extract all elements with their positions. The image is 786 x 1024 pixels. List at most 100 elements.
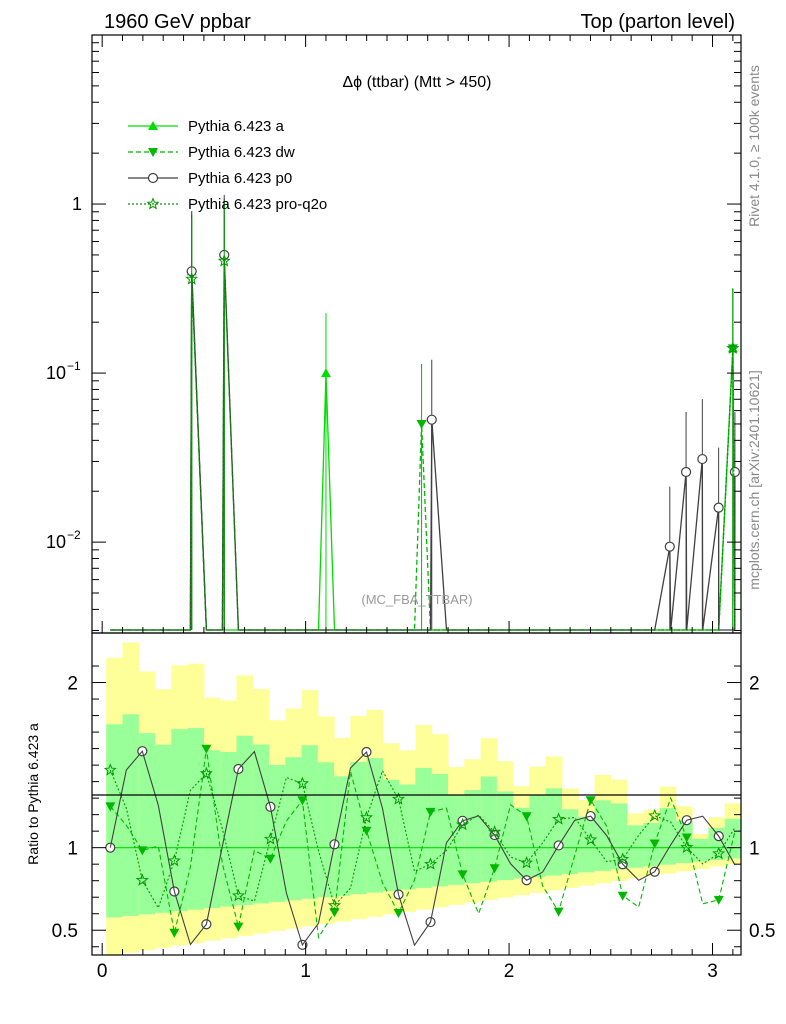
green-band-bin: [692, 838, 709, 862]
green-band-bin: [220, 751, 237, 907]
green-band-bin: [301, 745, 319, 899]
mcplots-label: mcplots.cern.ch [arXiv:2401.10621]: [746, 370, 762, 589]
main-y-tick-label: 1: [72, 194, 82, 214]
marker-star: [263, 832, 278, 845]
green-band-bin: [122, 714, 140, 916]
marker-star: [103, 763, 117, 776]
marker-triangle-down: [148, 148, 158, 157]
green-band-bin: [610, 803, 628, 870]
main-y-tick-exponent: −1: [67, 359, 81, 373]
green-band-bin: [545, 788, 563, 876]
legend-label: Pythia 6.423 p0: [188, 170, 292, 187]
marker-star: [616, 852, 630, 865]
green-band-bin: [155, 744, 172, 913]
green-band-bin: [285, 757, 303, 901]
ratio-y-axis-label: Ratio to Pythia 6.423 a: [25, 723, 41, 865]
ratio-panel-series: [103, 744, 736, 950]
main-y-tick-exponent: −2: [67, 528, 81, 542]
green-band-bin: [187, 728, 205, 910]
marker-star: [712, 846, 726, 860]
x-tick-label: 1: [300, 961, 311, 982]
main-panel-series: [110, 194, 740, 631]
ratio-y-tick-label-right: 0.5: [749, 921, 775, 942]
green-band-bin: [431, 773, 449, 887]
marker-circle: [713, 502, 724, 513]
ratio-panel-frame: [91, 632, 742, 956]
ratio-y-tick-label-right: 2: [749, 674, 760, 695]
x-tick-label: 3: [707, 961, 718, 982]
green-band-bin: [496, 791, 514, 881]
legend-label: Pythia 6.423 dw: [188, 144, 295, 161]
marker-triangle-down: [137, 846, 148, 856]
marker-star: [217, 254, 231, 267]
green-band-bin: [138, 733, 156, 915]
marker-circle: [680, 466, 692, 478]
rivet-version-label: Rivet 4.1.0, ≥ 100k events: [746, 65, 762, 227]
ratio-line-1: [109, 748, 736, 940]
ratio-y-tick-label-left: 1: [67, 839, 78, 860]
plot-title: Δϕ (ttbar) (Mtt > 450): [342, 74, 491, 91]
marker-star: [648, 808, 662, 822]
marker-star: [327, 898, 342, 912]
series-line-2: [110, 254, 736, 631]
marker-triangle-down: [169, 928, 180, 938]
series-line-3: [110, 260, 736, 631]
ratio-y-tick-label-left: 0.5: [52, 921, 78, 942]
main-y-tick-label: 10: [46, 532, 66, 552]
legend-label: Pythia 6.423 pro-q2o: [188, 196, 327, 213]
green-band-bin: [578, 816, 596, 873]
marker-triangle-down: [393, 908, 404, 918]
marker-triangle-down: [361, 826, 372, 836]
marker-star: [584, 832, 598, 846]
ratio-line-3: [109, 769, 736, 910]
marker-triangle-up: [320, 368, 331, 378]
ratio-line-2: [109, 750, 736, 947]
main-y-tick-label: 10: [46, 363, 66, 383]
green-band-bin: [171, 729, 189, 912]
green-band-bin: [236, 735, 254, 906]
marker-star: [199, 766, 213, 780]
green-band-bin: [627, 825, 644, 868]
legend: Pythia 6.423 a Pythia 6.423 dw Pythia 6.42…: [128, 118, 327, 213]
marker-star: [552, 812, 566, 825]
analysis-watermark: (MC_FBA_TTBAR): [361, 592, 472, 607]
ratio-y-tick-label-right: 1: [749, 839, 760, 860]
green-band-bin: [659, 808, 677, 865]
marker-triangle-down: [585, 796, 596, 806]
marker-circle: [729, 466, 740, 478]
marker-star: [391, 792, 406, 805]
marker-star: [488, 825, 502, 838]
marker-star: [146, 197, 160, 210]
header-left-label: 1960 GeV ppbar: [104, 11, 251, 33]
marker-star: [726, 341, 740, 354]
green-band-bin: [675, 820, 693, 864]
marker-star: [167, 853, 181, 867]
green-band-bin: [203, 750, 221, 909]
green-band-bin: [594, 800, 612, 871]
marker-triangle-down: [233, 922, 244, 932]
marker-circle: [664, 541, 675, 552]
ratio-uncertainty-bands: [106, 642, 742, 955]
marker-triangle-down: [489, 864, 500, 874]
main-y-tick-labels: 110−110−2: [46, 194, 82, 552]
green-band-bin: [643, 823, 661, 867]
green-band-bin: [464, 790, 482, 884]
marker-triangle-down: [416, 419, 427, 429]
green-band-bin: [399, 784, 416, 890]
marker-star: [185, 272, 199, 285]
marker-star: [135, 873, 149, 886]
marker-star: [455, 817, 470, 831]
green-band-bin: [382, 779, 400, 892]
green-band-bin: [366, 758, 384, 893]
x-tick-label: 2: [504, 961, 515, 982]
marker-circle: [147, 172, 159, 184]
legend-label: Pythia 6.423 a: [188, 118, 285, 135]
ratio-y-tick-label-left: 2: [67, 674, 78, 695]
marker-star: [424, 857, 438, 870]
green-band-bin: [415, 767, 433, 888]
marker-triangle-down: [425, 807, 436, 817]
green-band-bin: [106, 724, 124, 918]
marker-circle: [697, 453, 708, 465]
marker-triangle-down: [457, 870, 468, 880]
